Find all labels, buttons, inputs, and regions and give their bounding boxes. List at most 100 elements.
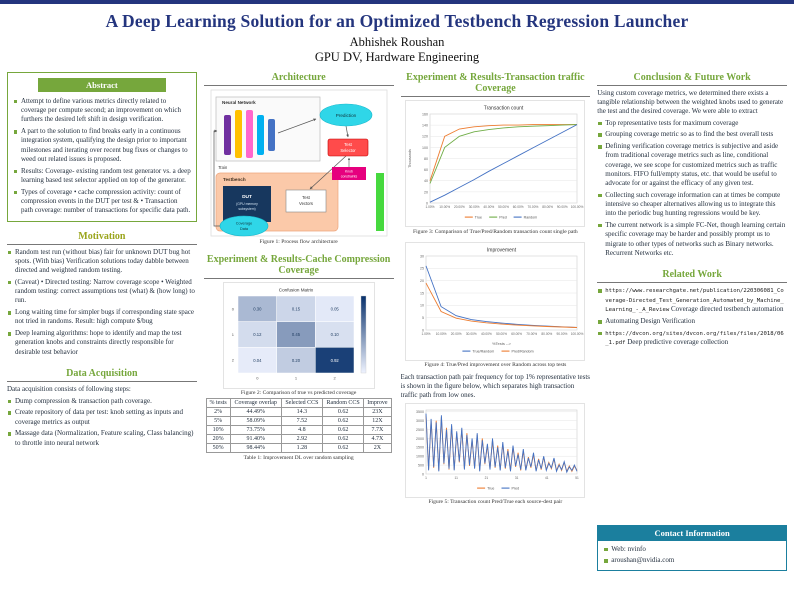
svg-text:Transaction count: Transaction count — [484, 106, 524, 112]
cell-selected-ccs: 1.28 — [280, 443, 324, 453]
dut-sub-2: subsystem) — [238, 207, 255, 211]
cell-improve: 23X — [363, 407, 392, 417]
svg-text:Improvement: Improvement — [487, 247, 517, 253]
transaction-results-heading: Experiment & Results-Transaction traffic… — [400, 72, 591, 97]
cache-results-heading: Experiment & Results-Cache Compression C… — [203, 254, 394, 279]
svg-text:40.00%: 40.00% — [481, 332, 492, 336]
svg-text:60.00%: 60.00% — [512, 332, 523, 336]
abstract-list: Attempt to define various metrics direct… — [13, 97, 191, 215]
svg-text:11: 11 — [455, 476, 459, 480]
svg-text:120: 120 — [422, 135, 428, 139]
svg-text:3000: 3000 — [416, 419, 424, 423]
figure-4: 0 5 10 15 20 25 30 1.00% 10.00% 20.00% 30.00% 40.00… — [405, 241, 586, 361]
conclusion-item: Grouping coverage metric so as to find t… — [597, 130, 787, 139]
column-1: Abstract Attempt to define various metri… — [7, 72, 197, 575]
improvement-chart: 0 5 10 15 20 25 30 1.00% 10.00% 20.00% 30.00% 40.00… — [420, 247, 583, 353]
svg-text:0.92: 0.92 — [330, 357, 339, 362]
figure-2-caption: Figure 2: Comparison of true vs predicte… — [240, 390, 357, 396]
figure-3: 0 20 40 60 80 100 120 140 160 1.00% 10.00% 20.00% 30… — [405, 100, 586, 227]
cell-selected-ccs: 7.52 — [280, 416, 324, 426]
table-row: 5% 58.09% 7.52 0.62 12X — [205, 416, 392, 426]
nn-layer-2 — [234, 110, 242, 158]
architecture-section: Architecture Neural Network Testbench DU… — [203, 72, 394, 245]
cell-coverage-overlap: 91.40% — [229, 434, 282, 444]
related-link[interactable]: https://dvcon.org/sites/dvcon.org/files/… — [605, 330, 784, 347]
svg-text:Pred/Random: Pred/Random — [512, 349, 534, 353]
svg-text:1.00%: 1.00% — [426, 205, 435, 209]
svg-text:0.12: 0.12 — [253, 332, 262, 337]
svg-text:10.00%: 10.00% — [440, 205, 451, 209]
svg-text:41: 41 — [545, 476, 549, 480]
svg-text:Thousands: Thousands — [408, 149, 412, 168]
svg-text:140: 140 — [422, 124, 428, 128]
svg-text:500: 500 — [418, 463, 424, 467]
coverage-data-label-2: Data — [240, 227, 249, 231]
svg-text:2000: 2000 — [416, 437, 424, 441]
green-bar — [375, 173, 384, 231]
svg-text:0: 0 — [422, 472, 424, 476]
svg-text:90.00%: 90.00% — [557, 332, 568, 336]
related-text: Coverage directed testbench automation — [671, 305, 784, 314]
transaction-results-section: Experiment & Results-Transaction traffic… — [400, 72, 591, 505]
related-item: https://dvcon.org/sites/dvcon.org/files/… — [597, 329, 787, 348]
svg-text:40: 40 — [424, 179, 428, 183]
contact-item[interactable]: aroushan@nvidia.com — [603, 556, 781, 565]
svg-text:70.00%: 70.00% — [528, 205, 539, 209]
train-loop-arrow — [213, 129, 220, 227]
contact-list: Web: nvinfo aroushan@nvidia.com — [598, 541, 786, 570]
related-work-section: Related Work https://www.researchgate.ne… — [597, 269, 787, 350]
conclusion-heading: Conclusion & Future Work — [597, 72, 787, 86]
cell-pct-tests: 20% — [205, 434, 231, 444]
table-row: 10% 73.75% 4.8 0.62 7.7X — [205, 425, 392, 435]
svg-text:0.10: 0.10 — [330, 332, 339, 337]
transaction-paragraph: Each transaction path pair frequency for… — [400, 373, 591, 400]
svg-text:25: 25 — [420, 266, 424, 270]
cell-improve: 12X — [363, 416, 392, 426]
prediction-label: Prediction — [335, 113, 356, 118]
knob-label-1: Knob — [345, 170, 353, 174]
abstract-item: Types of coverage • cache compression ac… — [13, 188, 191, 216]
svg-text:10.00%: 10.00% — [436, 332, 447, 336]
table-header-cell: % tests — [205, 398, 231, 408]
related-text: Deep predictive coverage collection — [627, 338, 729, 347]
data-acquisition-item: Massage data (Normalization, Feature sca… — [7, 429, 197, 447]
architecture-diagram: Neural Network Testbench DUT (GPU memory… — [210, 89, 388, 237]
related-link[interactable]: https://www.researchgate.net/publication… — [605, 288, 784, 314]
conclusion-intro: Using custom coverage metrics, we determ… — [597, 89, 784, 116]
svg-text:70.00%: 70.00% — [527, 332, 538, 336]
data-acquisition-intro: Data acquisition consists of following s… — [7, 385, 131, 394]
architecture-heading: Architecture — [203, 72, 394, 86]
conclusion-section: Conclusion & Future Work Using custom co… — [597, 72, 787, 260]
coverage-data-label-1: Coverage — [235, 222, 251, 226]
motivation-section: Motivation Random test run (without bias… — [7, 231, 197, 360]
transaction-count-chart: 0 20 40 60 80 100 120 140 160 1.00% 10.00% 20.00% 30… — [408, 106, 584, 220]
svg-text:0: 0 — [231, 306, 234, 311]
table-1-caption: Table 1: Improvement DL over random samp… — [243, 454, 354, 461]
poster-header: A Deep Learning Solution for an Optimize… — [0, 4, 794, 67]
results-table: % tests Coverage overlap Selected CCS Rando… — [205, 398, 392, 453]
test-vectors-label-1: Test — [302, 195, 311, 200]
svg-text:0: 0 — [426, 201, 428, 205]
knob-label-2: constraints — [340, 175, 357, 179]
cell-random-ccs: 0.62 — [322, 416, 365, 426]
cell-improve: 7.7X — [363, 425, 392, 435]
cell-pct-tests: 5% — [205, 416, 231, 426]
contact-section: Contact Information Web: nvinfo aroushan@… — [597, 524, 787, 571]
column-2: Architecture Neural Network Testbench DU… — [203, 72, 394, 575]
cell-random-ccs: 0.62 — [322, 407, 365, 417]
svg-text:%Tests -->: %Tests --> — [492, 341, 512, 346]
svg-text:0.45: 0.45 — [292, 332, 301, 337]
contact-heading: Contact Information — [598, 525, 786, 541]
coverage-data-node — [219, 215, 268, 237]
figure-5: 0 500 1000 1500 2000 2500 3000 3500 1 11 21 31 41 51 T… — [405, 402, 586, 498]
poster-columns: Abstract Attempt to define various metri… — [0, 67, 794, 575]
svg-text:0.15: 0.15 — [292, 306, 301, 311]
svg-text:1: 1 — [295, 375, 298, 380]
svg-text:100.00%: 100.00% — [571, 205, 584, 209]
prediction-node — [319, 103, 372, 127]
contact-item[interactable]: Web: nvinfo — [603, 545, 781, 554]
conclusion-item: Collecting such coverage information can… — [597, 191, 787, 219]
svg-text:True: True — [475, 216, 482, 220]
svg-text:3500: 3500 — [416, 410, 424, 414]
related-item: https://www.researchgate.net/publication… — [597, 286, 787, 314]
